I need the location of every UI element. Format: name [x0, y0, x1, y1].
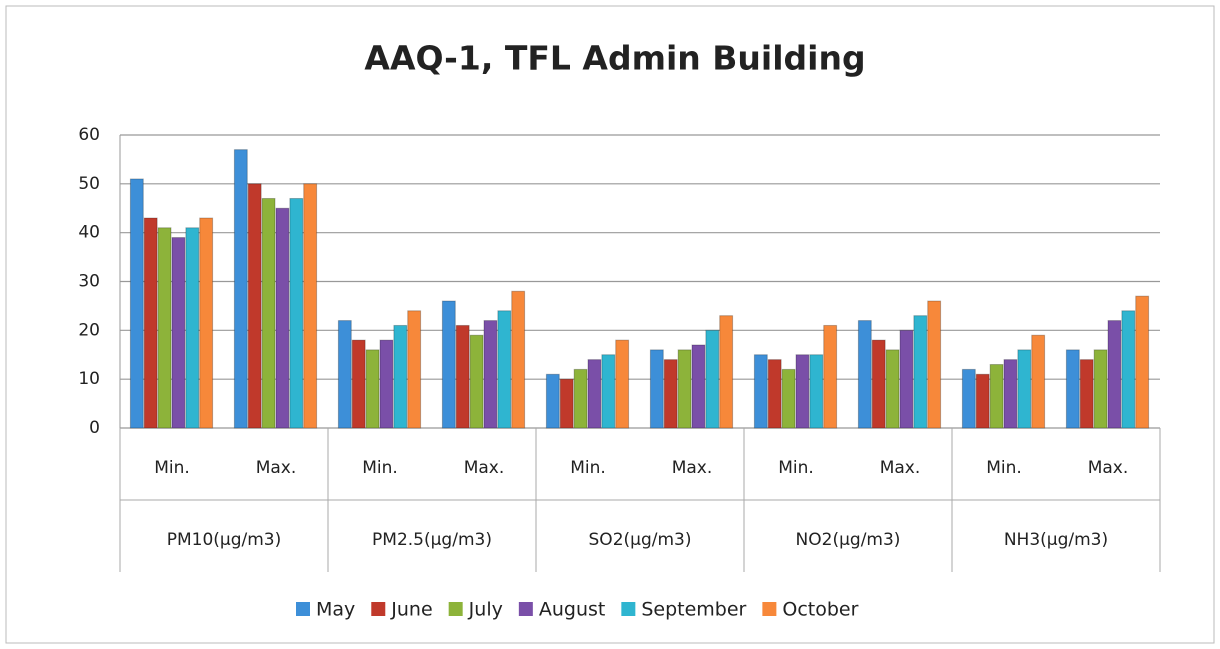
- bar: [1003, 359, 1018, 429]
- bar: [185, 227, 200, 429]
- bar: [393, 324, 408, 429]
- bar: [795, 354, 810, 429]
- legend-label: June: [390, 599, 432, 621]
- bar: [649, 349, 664, 429]
- bar: [857, 320, 872, 429]
- y-tick-label: 30: [78, 272, 100, 292]
- y-tick-label: 50: [78, 174, 100, 194]
- bar: [913, 315, 928, 429]
- bar: [885, 349, 900, 429]
- legend-label: October: [782, 599, 858, 621]
- bar: [705, 329, 720, 429]
- bar: [663, 359, 678, 429]
- legend-label: September: [641, 599, 746, 621]
- bar: [171, 237, 186, 429]
- bar: [545, 373, 560, 429]
- y-tick-label: 40: [78, 223, 100, 243]
- bar: [989, 364, 1004, 429]
- bar: [1065, 349, 1080, 429]
- bar: [483, 320, 498, 429]
- y-tick-label: 60: [78, 125, 100, 145]
- legend-label: August: [539, 599, 606, 621]
- bar: [823, 324, 838, 429]
- bar: [559, 378, 574, 429]
- group-label: PM2.5(µg/m3): [372, 530, 492, 550]
- x-tick-label: Max.: [880, 458, 921, 478]
- bar: [497, 310, 512, 429]
- legend-swatch: [448, 602, 463, 616]
- bar: [275, 207, 290, 429]
- bar: [143, 217, 158, 429]
- bar: [601, 354, 616, 429]
- x-tick-label: Max.: [1088, 458, 1129, 478]
- x-tick-label: Min.: [362, 458, 398, 478]
- x-tick-label: Min.: [986, 458, 1022, 478]
- x-tick-label: Min.: [154, 458, 190, 478]
- bar: [157, 227, 172, 429]
- bar: [587, 359, 602, 429]
- legend-swatch: [621, 602, 636, 616]
- bar: [129, 178, 144, 429]
- bar: [1079, 359, 1094, 429]
- bar: [767, 359, 782, 429]
- bar: [719, 315, 734, 429]
- bar: [1107, 320, 1122, 429]
- y-tick-label: 0: [89, 418, 100, 438]
- bar: [809, 354, 824, 429]
- legend-swatch: [296, 602, 310, 616]
- bar: [407, 310, 422, 429]
- bar: [365, 349, 380, 429]
- x-tick-label: Min.: [570, 458, 606, 478]
- x-tick-label: Max.: [256, 458, 297, 478]
- group-label: NH3(µg/m3): [1004, 530, 1108, 550]
- chart-title: AAQ-1, TFL Admin Building: [364, 39, 865, 78]
- bar: [1135, 295, 1150, 429]
- bar: [1093, 349, 1108, 429]
- x-tick-label: Min.: [778, 458, 814, 478]
- bar: [441, 300, 456, 429]
- bar: [927, 300, 942, 429]
- x-tick-label: Max.: [672, 458, 713, 478]
- bar: [753, 354, 768, 429]
- bar: [1017, 349, 1032, 429]
- bar: [871, 339, 886, 429]
- bar: [379, 339, 394, 429]
- bar: [975, 373, 990, 429]
- group-label: NO2(µg/m3): [796, 530, 901, 550]
- bar: [233, 149, 248, 429]
- bar: [303, 183, 318, 429]
- bar: [289, 197, 304, 429]
- bar: [573, 368, 588, 429]
- legend-swatch: [762, 602, 777, 616]
- bar: [691, 344, 706, 429]
- bar: [1121, 310, 1136, 429]
- legend-label: May: [316, 599, 355, 621]
- group-label: PM10(µg/m3): [167, 530, 282, 550]
- y-tick-label: 20: [78, 320, 100, 340]
- legend-swatch: [518, 602, 533, 616]
- bar: [261, 197, 276, 429]
- bar: [899, 329, 914, 429]
- bar: [781, 368, 796, 429]
- x-tick-label: Max.: [464, 458, 505, 478]
- bar: [455, 324, 470, 429]
- bar: [615, 339, 630, 429]
- bar: [677, 349, 692, 429]
- bar: [199, 217, 214, 429]
- bar: [351, 339, 366, 429]
- bar: [961, 368, 976, 429]
- y-tick-label: 10: [78, 369, 100, 389]
- group-label: SO2(µg/m3): [589, 530, 692, 550]
- bar: [1031, 334, 1046, 429]
- legend-label: July: [468, 599, 503, 621]
- legend-swatch: [371, 602, 386, 616]
- bar: [337, 320, 352, 429]
- bar: [469, 334, 484, 429]
- bar: [247, 183, 262, 429]
- bar: [511, 290, 526, 429]
